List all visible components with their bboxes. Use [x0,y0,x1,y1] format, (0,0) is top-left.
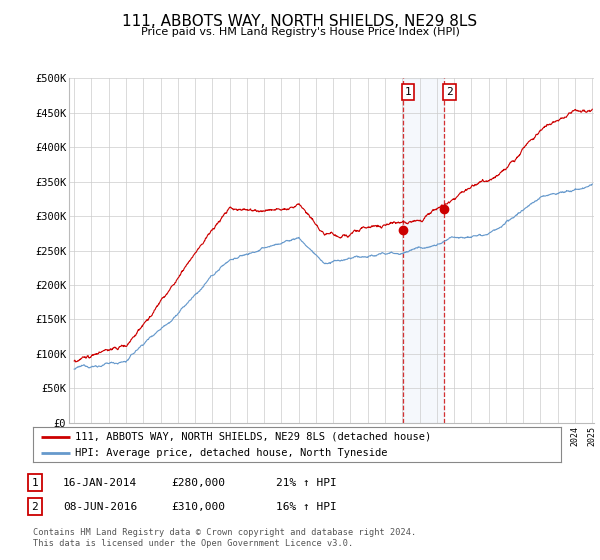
Text: Price paid vs. HM Land Registry's House Price Index (HPI): Price paid vs. HM Land Registry's House … [140,27,460,37]
Text: 08-JUN-2016: 08-JUN-2016 [63,502,137,512]
Bar [403,78,445,423]
Text: 111, ABBOTS WAY, NORTH SHIELDS, NE29 8LS (detached house): 111, ABBOTS WAY, NORTH SHIELDS, NE29 8LS… [75,432,431,442]
Text: 21% ↑ HPI: 21% ↑ HPI [276,478,337,488]
Text: 1: 1 [31,478,38,488]
Text: HPI: Average price, detached house, North Tyneside: HPI: Average price, detached house, Nort… [75,449,388,458]
Text: £280,000: £280,000 [171,478,225,488]
Text: 16-JAN-2014: 16-JAN-2014 [63,478,137,488]
Text: 1: 1 [405,87,412,97]
Text: 2: 2 [31,502,38,512]
Text: 2: 2 [446,87,453,97]
Text: £310,000: £310,000 [171,502,225,512]
Text: 16% ↑ HPI: 16% ↑ HPI [276,502,337,512]
Text: Contains HM Land Registry data © Crown copyright and database right 2024.
This d: Contains HM Land Registry data © Crown c… [33,528,416,548]
Text: 111, ABBOTS WAY, NORTH SHIELDS, NE29 8LS: 111, ABBOTS WAY, NORTH SHIELDS, NE29 8LS [122,14,478,29]
